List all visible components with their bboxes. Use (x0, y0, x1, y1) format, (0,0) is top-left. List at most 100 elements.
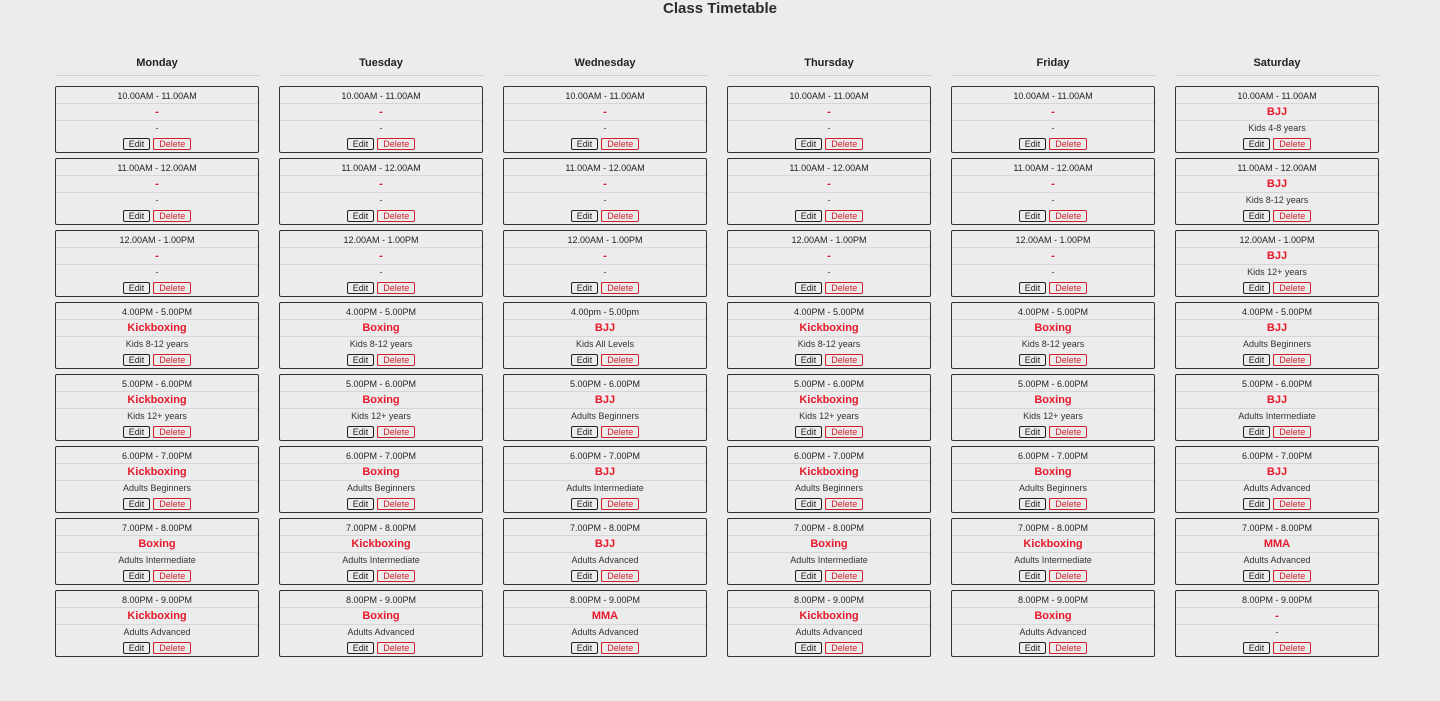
edit-button[interactable]: Edit (346, 210, 375, 222)
delete-button[interactable]: Delete (1049, 642, 1088, 654)
edit-button[interactable]: Edit (346, 138, 375, 150)
edit-button[interactable]: Edit (1018, 426, 1047, 438)
edit-button[interactable]: Edit (1018, 498, 1047, 510)
edit-button[interactable]: Edit (346, 642, 375, 654)
delete-button[interactable]: Delete (601, 498, 640, 510)
edit-button[interactable]: Edit (346, 570, 375, 582)
delete-button[interactable]: Delete (1273, 642, 1312, 654)
edit-button[interactable]: Edit (122, 210, 151, 222)
delete-button[interactable]: Delete (153, 138, 192, 150)
edit-button[interactable]: Edit (346, 426, 375, 438)
slot-actions: Edit Delete (504, 496, 706, 512)
edit-button[interactable]: Edit (1242, 282, 1271, 294)
edit-button[interactable]: Edit (346, 354, 375, 366)
edit-button[interactable]: Edit (1242, 498, 1271, 510)
edit-button[interactable]: Edit (794, 210, 823, 222)
delete-button[interactable]: Delete (153, 210, 192, 222)
edit-button[interactable]: Edit (794, 282, 823, 294)
delete-button[interactable]: Delete (1273, 210, 1312, 222)
delete-button[interactable]: Delete (153, 426, 192, 438)
edit-button[interactable]: Edit (794, 426, 823, 438)
edit-button[interactable]: Edit (346, 498, 375, 510)
edit-button[interactable]: Edit (1018, 210, 1047, 222)
edit-button[interactable]: Edit (794, 642, 823, 654)
delete-button[interactable]: Delete (153, 642, 192, 654)
delete-button[interactable]: Delete (601, 354, 640, 366)
delete-button[interactable]: Delete (1049, 210, 1088, 222)
edit-button[interactable]: Edit (122, 498, 151, 510)
edit-button[interactable]: Edit (1242, 642, 1271, 654)
edit-button[interactable]: Edit (122, 570, 151, 582)
delete-button[interactable]: Delete (601, 642, 640, 654)
edit-button[interactable]: Edit (1018, 642, 1047, 654)
edit-button[interactable]: Edit (570, 498, 599, 510)
delete-button[interactable]: Delete (825, 426, 864, 438)
class-slot-card: 6.00PM - 7.00PM BJJ Adults Intermediate Edi… (503, 446, 707, 513)
slot-class-name: BJJ (504, 536, 706, 553)
delete-button[interactable]: Delete (601, 282, 640, 294)
edit-button[interactable]: Edit (1242, 570, 1271, 582)
delete-button[interactable]: Delete (1273, 426, 1312, 438)
delete-button[interactable]: Delete (1049, 498, 1088, 510)
delete-button[interactable]: Delete (377, 354, 416, 366)
edit-button[interactable]: Edit (570, 138, 599, 150)
delete-button[interactable]: Delete (1273, 498, 1312, 510)
delete-button[interactable]: Delete (825, 282, 864, 294)
delete-button[interactable]: Delete (153, 354, 192, 366)
delete-button[interactable]: Delete (1049, 570, 1088, 582)
delete-button[interactable]: Delete (825, 570, 864, 582)
delete-button[interactable]: Delete (377, 138, 416, 150)
delete-button[interactable]: Delete (1273, 138, 1312, 150)
delete-button[interactable]: Delete (825, 210, 864, 222)
edit-button[interactable]: Edit (1242, 354, 1271, 366)
delete-button[interactable]: Delete (825, 498, 864, 510)
delete-button[interactable]: Delete (153, 498, 192, 510)
edit-button[interactable]: Edit (570, 426, 599, 438)
delete-button[interactable]: Delete (1273, 570, 1312, 582)
delete-button[interactable]: Delete (1049, 426, 1088, 438)
delete-button[interactable]: Delete (153, 282, 192, 294)
delete-button[interactable]: Delete (601, 138, 640, 150)
edit-button[interactable]: Edit (1018, 354, 1047, 366)
delete-button[interactable]: Delete (601, 570, 640, 582)
delete-button[interactable]: Delete (825, 354, 864, 366)
slot-level: Kids 12+ years (1023, 411, 1083, 421)
edit-button[interactable]: Edit (122, 642, 151, 654)
delete-button[interactable]: Delete (601, 210, 640, 222)
delete-button[interactable]: Delete (377, 642, 416, 654)
edit-button[interactable]: Edit (1242, 210, 1271, 222)
edit-button[interactable]: Edit (1018, 570, 1047, 582)
edit-button[interactable]: Edit (346, 282, 375, 294)
edit-button[interactable]: Edit (1018, 138, 1047, 150)
edit-button[interactable]: Edit (1242, 426, 1271, 438)
edit-button[interactable]: Edit (122, 138, 151, 150)
edit-button[interactable]: Edit (122, 282, 151, 294)
delete-button[interactable]: Delete (377, 210, 416, 222)
edit-button[interactable]: Edit (794, 354, 823, 366)
edit-button[interactable]: Edit (1018, 282, 1047, 294)
delete-button[interactable]: Delete (825, 642, 864, 654)
delete-button[interactable]: Delete (1049, 138, 1088, 150)
edit-button[interactable]: Edit (794, 498, 823, 510)
delete-button[interactable]: Delete (1273, 282, 1312, 294)
edit-button[interactable]: Edit (570, 282, 599, 294)
edit-button[interactable]: Edit (570, 210, 599, 222)
delete-button[interactable]: Delete (377, 498, 416, 510)
edit-button[interactable]: Edit (794, 570, 823, 582)
edit-button[interactable]: Edit (570, 642, 599, 654)
delete-button[interactable]: Delete (377, 570, 416, 582)
delete-button[interactable]: Delete (1049, 354, 1088, 366)
edit-button[interactable]: Edit (122, 354, 151, 366)
delete-button[interactable]: Delete (1049, 282, 1088, 294)
edit-button[interactable]: Edit (570, 570, 599, 582)
edit-button[interactable]: Edit (1242, 138, 1271, 150)
edit-button[interactable]: Edit (794, 138, 823, 150)
delete-button[interactable]: Delete (601, 426, 640, 438)
delete-button[interactable]: Delete (825, 138, 864, 150)
edit-button[interactable]: Edit (122, 426, 151, 438)
delete-button[interactable]: Delete (377, 426, 416, 438)
delete-button[interactable]: Delete (153, 570, 192, 582)
delete-button[interactable]: Delete (377, 282, 416, 294)
delete-button[interactable]: Delete (1273, 354, 1312, 366)
edit-button[interactable]: Edit (570, 354, 599, 366)
